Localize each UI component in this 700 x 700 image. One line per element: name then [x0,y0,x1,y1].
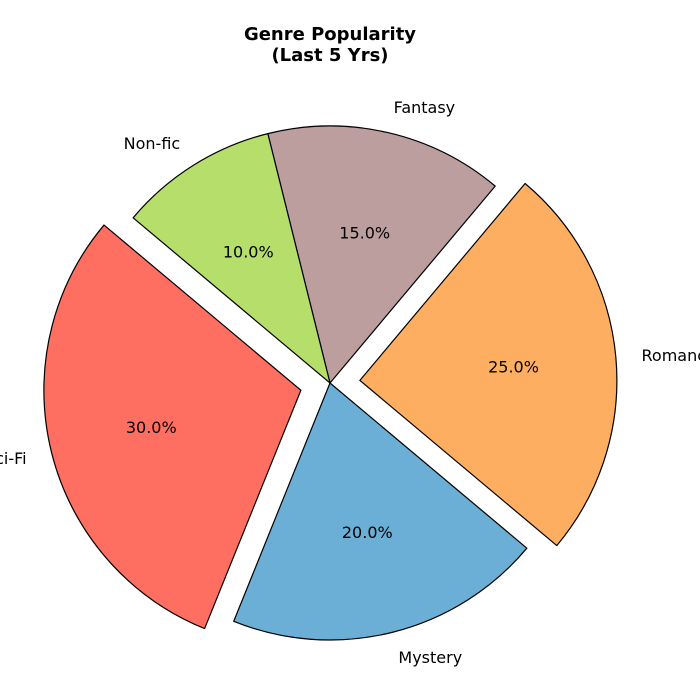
slice-category-label: Sci-Fi [0,449,27,468]
pie-slice-non-fic [132,133,331,384]
chart-title: Genre Popularity (Last 5 Yrs) [243,24,417,66]
slice-value-label: 20.0% [342,523,393,542]
pie-slice-fantasy [267,125,496,384]
slice-category-label: Fantasy [394,98,456,117]
pie-slice-sci-fi [43,224,302,630]
slice-value-label: 30.0% [126,418,177,437]
slice-value-label: 10.0% [223,243,274,262]
slice-value-label: 15.0% [339,223,390,242]
slice-category-label: Non-fic [124,134,181,153]
pie-slice-romance [359,182,618,547]
slice-category-label: Mystery [398,648,462,667]
slice-value-label: 25.0% [488,357,539,376]
slice-category-label: Romance [642,346,700,365]
pie-slice-mystery [233,382,528,641]
